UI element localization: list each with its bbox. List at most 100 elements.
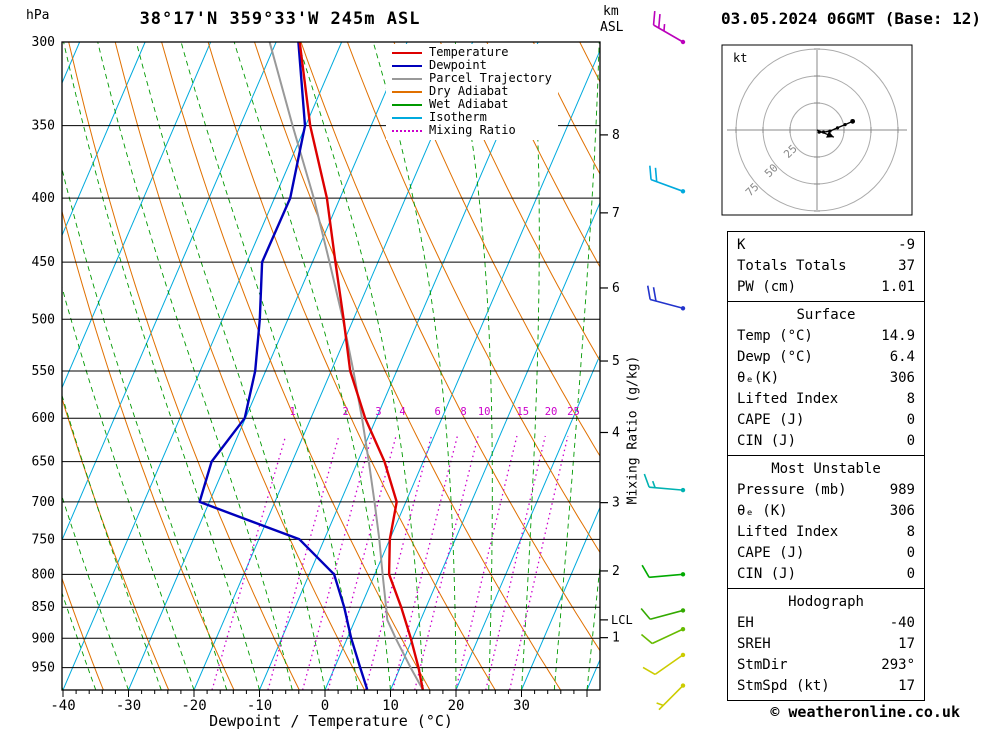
legend-item: Parcel Trajectory [392, 72, 552, 85]
stat-value: 0 [906, 545, 915, 561]
wet-adiabat-line [62, 393, 162, 690]
mixing-ratio-line [301, 435, 373, 690]
wind-barb [641, 564, 686, 579]
dry-adiabat-line [393, 42, 600, 457]
isotherm-line [193, 42, 474, 690]
run-datetime-title: 03.05.2024 06GMT (Base: 12) [720, 9, 982, 28]
isotherm-line [390, 201, 600, 690]
wet-adiabat-line [180, 42, 359, 690]
stat-value: 17 [898, 636, 915, 652]
stats-panel-hodograph: Hodograph EH -40 SREH 17 StmDir 293° StmSpd (kt… [727, 588, 925, 701]
km-axis-unit-label: km [603, 4, 619, 19]
stats-row: θₑ (K) 306 [728, 501, 924, 522]
legend-line-swatch [392, 90, 422, 93]
stats-row: Lifted Index 8 [728, 389, 924, 410]
temp-tick-label: 0 [321, 698, 329, 714]
stats-row: Totals Totals 37 [728, 256, 924, 277]
legend-item: Wet Adiabat [392, 98, 552, 111]
wet-adiabat-line [62, 285, 195, 690]
mixing-ratio-label: 4 [399, 406, 405, 418]
stat-label: Totals Totals [737, 258, 847, 274]
mixing-ratio-label: 25 [567, 406, 580, 418]
legend-item: Isotherm [392, 111, 552, 124]
stats-row: StmSpd (kt) 17 [728, 676, 924, 697]
mixing-ratio-label: 8 [460, 406, 466, 418]
mixing-ratio-label: 6 [435, 406, 441, 418]
skewt-background [0, 42, 600, 690]
legend-label: Wet Adiabat [429, 97, 509, 111]
stat-label: Pressure (mb) [737, 482, 847, 498]
mixing-ratio-line [364, 435, 433, 690]
stat-label: PW (cm) [737, 279, 797, 295]
stat-label: SREH [737, 636, 771, 652]
stat-label: EH [737, 615, 754, 631]
mixing-ratio-line [455, 435, 518, 690]
legend: Temperature Dewpoint Parcel Trajectory Dry … [386, 44, 558, 140]
wet-adiabat-line [297, 42, 424, 690]
wind-barb [640, 626, 686, 645]
plot-frame [61, 41, 601, 691]
lcl-label: LCL [611, 613, 633, 627]
isotherm-line [62, 42, 212, 389]
stats-row: PW (cm) 1.01 [728, 277, 924, 298]
pressure-tick-label: 650 [32, 455, 55, 470]
isotherm-line [62, 42, 343, 690]
sounding-curves [198, 42, 424, 690]
legend-line-swatch [392, 103, 422, 106]
dry-adiabat-line [161, 42, 431, 690]
pressure-unit-label: hPa [26, 8, 50, 23]
stats-row: EH -40 [728, 613, 924, 634]
stat-label: K [737, 237, 746, 253]
legend-line-swatch [392, 64, 422, 67]
mixing-ratio-label: 1 [290, 406, 296, 418]
mixing-ratio-line [327, 435, 397, 690]
temp-tick-label: -20 [181, 698, 206, 714]
dewpoint-curve [198, 42, 369, 690]
stats-row: CAPE (J) 0 [728, 410, 924, 431]
stat-value: -9 [898, 237, 915, 253]
km-tick-label: 3 [612, 496, 620, 511]
temp-tick-label: 30 [513, 698, 530, 714]
dry-adiabat-line [62, 576, 104, 690]
stat-value: 17 [898, 678, 915, 694]
temp-tick-label: 20 [448, 698, 465, 714]
stat-label: StmSpd (kt) [737, 678, 830, 694]
legend-label: Parcel Trajectory [429, 71, 552, 85]
wind-barb [640, 607, 686, 621]
isotherm-line [62, 42, 146, 237]
km-tick-label: 6 [612, 281, 620, 296]
stats-row: θₑ(K) 306 [728, 368, 924, 389]
km-tick-label: 2 [612, 564, 620, 579]
temp-tick-label: -40 [50, 698, 75, 714]
stat-label: StmDir [737, 657, 788, 673]
wet-adiabat-line [62, 495, 129, 690]
hodograph-trace-point [843, 123, 847, 127]
legend-label: Dry Adiabat [429, 84, 509, 98]
mixing-ratio-label: 20 [545, 406, 558, 418]
x-axis-label: Dewpoint / Temperature (°C) [209, 712, 453, 730]
mixing-ratio-label: 2 [342, 406, 348, 418]
stat-value: 989 [889, 482, 915, 498]
stat-label: CIN (J) [737, 433, 797, 449]
legend-item: Dry Adiabat [392, 85, 552, 98]
stat-label: CAPE (J) [737, 412, 805, 428]
mixing-ratio-line [485, 435, 546, 690]
temp-tick-label: 10 [382, 698, 399, 714]
wet-adiabat-line [586, 561, 600, 690]
stats-panel-title: Surface [796, 307, 856, 323]
storm-motion-arrowhead [826, 131, 834, 138]
dry-adiabat-line [207, 42, 496, 690]
mixing-ratio-line [414, 435, 479, 690]
legend-item: Mixing Ratio [392, 124, 552, 137]
wind-barb [646, 285, 686, 311]
hodograph-trace-point [835, 126, 840, 130]
stats-row: Lifted Index 8 [728, 522, 924, 543]
pressure-tick-label: 800 [32, 567, 55, 582]
stat-value: 306 [889, 503, 915, 519]
dry-adiabat-line [62, 209, 235, 690]
dry-adiabat-line [486, 42, 600, 268]
stat-value: -40 [889, 615, 915, 631]
isotherm-line [0, 42, 14, 690]
stat-value: 0 [906, 412, 915, 428]
stats-panel-most-unstable: Most Unstable Pressure (mb) 989 θₑ (K) 306 Li… [727, 455, 925, 589]
